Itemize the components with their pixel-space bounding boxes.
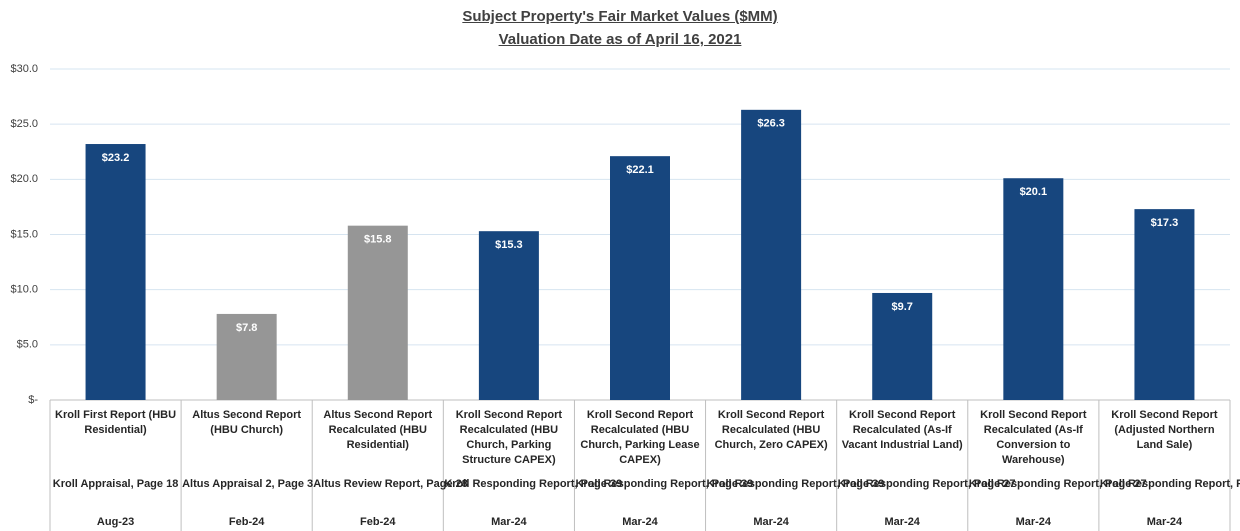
- value-label: $26.3: [757, 118, 785, 130]
- category-label: Kroll Second Report Recalculated (HBU Ch…: [455, 409, 563, 466]
- date-label: Feb-24: [228, 516, 265, 528]
- category-label: Kroll First Report (HBU Residential): [55, 409, 177, 436]
- value-label: $17.3: [1151, 217, 1179, 229]
- date-label: Aug-23: [96, 516, 135, 528]
- y-tick-label: $20.0: [10, 173, 38, 185]
- y-tick-label: $5.0: [17, 339, 38, 351]
- bar: [216, 313, 277, 400]
- source-label: Altus Appraisal 2, Page 3: [182, 478, 314, 490]
- bar: [610, 156, 670, 400]
- category-label: Kroll Second Report Recalculated (As-If …: [841, 409, 963, 451]
- value-label: $22.1: [626, 164, 654, 176]
- chart-title: Subject Property's Fair Market Values ($…: [462, 8, 778, 25]
- source-label: Kroll Responding Report, Page 27: [968, 478, 1147, 490]
- source-label: Altus Review Report, Page 28: [313, 478, 468, 490]
- date-label: Mar-24: [753, 516, 789, 528]
- value-label: $20.1: [1020, 186, 1048, 198]
- source-label: Kroll Responding Report, Page 20: [1099, 478, 1240, 490]
- chart-subtitle: Valuation Date as of April 16, 2021: [498, 31, 742, 48]
- y-tick-label: $15.0: [10, 228, 38, 240]
- bar: [872, 292, 933, 400]
- source-label: Kroll Responding Report, Page 39: [444, 478, 623, 490]
- date-label: Mar-24: [1146, 516, 1183, 528]
- date-label: Mar-24: [622, 516, 658, 528]
- source-label: Kroll Responding Report, Page 39: [706, 478, 885, 490]
- category-label: Altus Second Report Recalculated (HBU Re…: [323, 409, 433, 451]
- y-tick-label: $25.0: [10, 118, 38, 130]
- bar: [347, 225, 408, 400]
- bar: [741, 109, 802, 400]
- source-label: Kroll Appraisal, Page 18: [52, 478, 179, 490]
- date-label: Mar-24: [491, 516, 527, 528]
- value-label: $15.8: [364, 234, 392, 246]
- category-label: Kroll Second Report Recalculated (HBU Ch…: [580, 409, 700, 466]
- date-label: Feb-24: [360, 516, 396, 528]
- bar: [1134, 209, 1195, 400]
- date-label: Mar-24: [884, 516, 920, 528]
- category-label: Kroll Second Report (Adjusted Northern L…: [1111, 409, 1218, 451]
- value-label: $23.2: [102, 152, 130, 164]
- value-label: $15.3: [495, 239, 523, 251]
- bar: [85, 144, 146, 400]
- category-label: Altus Second Report (HBU Church): [192, 409, 302, 436]
- y-tick-label: $-: [28, 394, 38, 406]
- source-label: Kroll Responding Report, Page 27: [837, 478, 1016, 490]
- date-label: Mar-24: [1015, 516, 1052, 528]
- bar: [1003, 178, 1064, 400]
- bar: [478, 231, 539, 400]
- y-tick-label: $10.0: [10, 284, 38, 296]
- category-label: Kroll Second Report Recalculated (HBU Ch…: [714, 409, 828, 451]
- value-label: $9.7: [892, 301, 913, 313]
- y-tick-label: $30.0: [10, 63, 38, 75]
- value-label: $7.8: [236, 322, 257, 334]
- source-label: Kroll Responding Report, Page 39: [575, 478, 754, 490]
- category-label: Kroll Second Report Recalculated (As-If …: [980, 409, 1087, 466]
